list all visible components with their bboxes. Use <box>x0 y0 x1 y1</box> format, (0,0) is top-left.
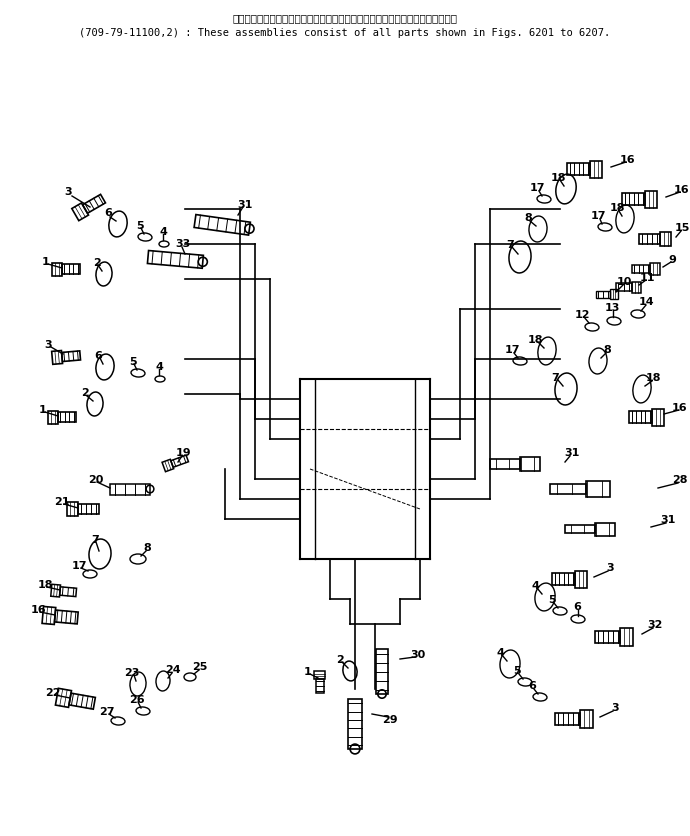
Text: 29: 29 <box>382 714 398 724</box>
Text: 31: 31 <box>237 200 253 210</box>
Text: 18: 18 <box>609 203 624 212</box>
Text: 31: 31 <box>660 514 676 524</box>
Text: 8: 8 <box>603 344 611 354</box>
Text: 6: 6 <box>573 601 581 611</box>
Text: 4: 4 <box>155 361 163 371</box>
Text: 18: 18 <box>527 334 543 344</box>
Text: 18: 18 <box>37 579 52 589</box>
Text: 17: 17 <box>504 344 520 354</box>
Text: 21: 21 <box>55 497 70 507</box>
Text: 16: 16 <box>30 604 46 614</box>
Text: 20: 20 <box>88 475 104 484</box>
Text: 7: 7 <box>91 534 99 544</box>
Text: 27: 27 <box>99 706 115 716</box>
Text: 30: 30 <box>411 650 426 660</box>
Text: 32: 32 <box>647 619 662 630</box>
Text: 17: 17 <box>529 183 544 193</box>
Text: 8: 8 <box>143 543 151 553</box>
Text: 11: 11 <box>639 273 655 283</box>
Text: 1: 1 <box>304 666 312 676</box>
Text: 15: 15 <box>674 222 690 232</box>
Text: 3: 3 <box>607 563 614 573</box>
Text: 5: 5 <box>129 357 137 366</box>
Text: 16: 16 <box>672 402 688 412</box>
Text: 5: 5 <box>548 594 556 604</box>
Text: 5: 5 <box>136 221 144 231</box>
Text: 1: 1 <box>39 405 47 415</box>
Text: 2: 2 <box>81 388 89 398</box>
Text: 9: 9 <box>668 255 676 265</box>
Text: 8: 8 <box>524 212 532 222</box>
Text: 12: 12 <box>574 309 590 319</box>
Text: 14: 14 <box>639 297 655 307</box>
Text: 1: 1 <box>42 257 50 267</box>
Text: 31: 31 <box>564 447 580 457</box>
Text: 6: 6 <box>104 208 112 217</box>
Text: 16: 16 <box>620 155 635 165</box>
Text: 33: 33 <box>175 239 190 248</box>
Text: 18: 18 <box>550 173 566 183</box>
Text: 2: 2 <box>336 655 344 665</box>
Text: 3: 3 <box>64 186 72 196</box>
Text: 7: 7 <box>506 240 514 250</box>
Text: 22: 22 <box>46 687 61 697</box>
Text: 24: 24 <box>165 665 181 674</box>
Text: 4: 4 <box>531 580 539 590</box>
Text: 3: 3 <box>44 339 52 349</box>
Text: 2: 2 <box>93 257 101 268</box>
Text: 5: 5 <box>513 665 521 675</box>
Text: 19: 19 <box>175 447 191 457</box>
Text: 25: 25 <box>193 661 208 671</box>
Text: 28: 28 <box>672 475 688 484</box>
Text: 4: 4 <box>159 227 167 237</box>
Text: 26: 26 <box>129 694 145 704</box>
Text: これらのアセンブリの構成部品は第６２０１図から第６２０７図まで含みます．: これらのアセンブリの構成部品は第６２０１図から第６２０７図まで含みます． <box>233 13 457 23</box>
Text: (709-79-11100,2) : These assemblies consist of all parts shown in Figs. 6201 to : (709-79-11100,2) : These assemblies cons… <box>79 28 611 38</box>
Text: 6: 6 <box>94 350 102 360</box>
Text: 6: 6 <box>528 681 536 691</box>
Text: 3: 3 <box>611 702 619 712</box>
Text: 17: 17 <box>71 560 87 570</box>
Text: 10: 10 <box>616 277 631 287</box>
Text: 16: 16 <box>674 185 690 195</box>
Text: 7: 7 <box>551 373 559 383</box>
Text: 17: 17 <box>590 211 606 221</box>
Text: 13: 13 <box>604 303 620 313</box>
Text: 23: 23 <box>124 667 139 677</box>
Text: 4: 4 <box>496 647 504 657</box>
Text: 18: 18 <box>645 373 661 383</box>
